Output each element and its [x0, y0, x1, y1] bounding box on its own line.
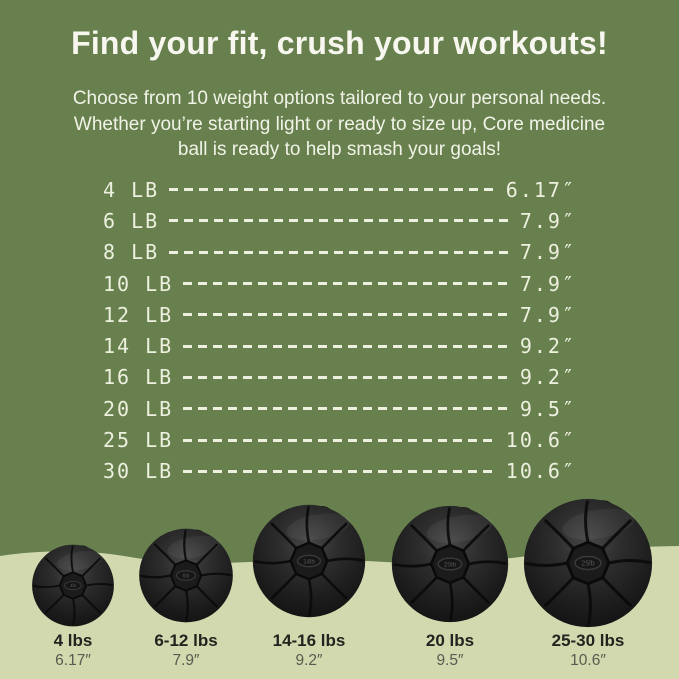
size-value: 7.9″ [519, 302, 576, 327]
dash-line [169, 219, 509, 223]
ball-tag-label: 25lb [581, 560, 595, 568]
size-row: 20 LB 9.5″ [103, 393, 576, 424]
dash-line [169, 250, 509, 254]
size-row: 16 LB 9.2″ [103, 362, 576, 393]
size-value: 7.9″ [519, 240, 576, 265]
weight-label: 16 LB [103, 365, 174, 390]
ball-caption: 6-12 lbs 7.9″ [111, 630, 261, 671]
size-value: 10.6″ [505, 459, 576, 484]
ball-weight-label: 14-16 lbs [272, 631, 346, 650]
medicine-ball-illustration: 14lb [252, 504, 366, 618]
subtitle-line: Choose from 10 weight options tailored t… [72, 88, 607, 109]
dash-line [183, 344, 509, 348]
size-row: 8 LB 7.9″ [103, 237, 576, 268]
weight-label: 20 LB [103, 396, 174, 421]
ball-figure-4lbs: 4lb 4 lbs 6.17″ [0, 498, 148, 679]
page-title: Find your fit, crush your workouts! [71, 25, 608, 61]
size-row: 4 LB 6.17″ [103, 174, 576, 205]
ball-tag-label: 6lb [183, 573, 190, 579]
dash-line [183, 282, 509, 286]
medicine-ball-illustration: 25lb [523, 498, 653, 628]
size-row: 30 LB 10.6″ [103, 456, 576, 487]
weight-label: 25 LB [103, 428, 174, 453]
dash-line [183, 469, 495, 473]
size-value: 7.9″ [519, 208, 576, 233]
weight-label: 6 LB [103, 208, 160, 233]
ball-figure-6-12lbs: 6lb 6-12 lbs 7.9″ [111, 498, 261, 679]
size-row: 6 LB 7.9″ [103, 205, 576, 236]
weight-label: 10 LB [103, 271, 174, 296]
size-row: 12 LB 7.9″ [103, 299, 576, 330]
ball-size-label: 9.2″ [295, 652, 323, 669]
medicine-ball-illustration: 6lb [138, 528, 234, 623]
subtitle-line: Whether you’re starting light or ready t… [73, 113, 606, 135]
subtitle-line: ball is ready to help smash your goals! [177, 139, 502, 160]
weight-label: 8 LB [103, 240, 160, 265]
weight-label: 14 LB [103, 334, 174, 359]
ball-caption: 25-30 lbs 10.6″ [513, 630, 663, 671]
weight-label: 4 LB [103, 177, 160, 202]
ball-size-label: 9.5″ [436, 652, 464, 669]
size-value: 9.2″ [519, 334, 576, 359]
size-row: 10 LB 7.9″ [103, 268, 576, 299]
size-row: 14 LB 9.2″ [103, 330, 576, 361]
medicine-ball-illustration: 20lb [391, 505, 509, 623]
ball-tag-label: 14lb [303, 558, 315, 565]
size-value: 7.9″ [519, 271, 576, 296]
ball-tag-label: 20lb [444, 561, 457, 568]
medicine-ball-illustration: 4lb [31, 544, 115, 627]
size-value: 9.5″ [519, 396, 576, 421]
ball-figure-25-30lbs: 25lb 25-30 lbs 10.6″ [513, 498, 663, 679]
size-row: 25 LB 10.6″ [103, 424, 576, 455]
size-value: 9.2″ [519, 365, 576, 390]
ball-caption: 14-16 lbs 9.2″ [234, 630, 384, 671]
ball-weight-label: 4 lbs [53, 631, 93, 650]
dash-line [183, 313, 509, 317]
size-value: 6.17″ [505, 177, 576, 202]
ball-weight-label: 25-30 lbs [551, 631, 625, 650]
dash-line [183, 375, 509, 379]
dash-line [169, 188, 495, 192]
ball-size-label: 6.17″ [55, 652, 91, 669]
weight-label: 12 LB [103, 302, 174, 327]
dash-line [183, 438, 495, 442]
ball-weight-label: 6-12 lbs [154, 631, 218, 650]
ball-tag-label: 4lb [70, 583, 77, 588]
ball-size-label: 7.9″ [172, 652, 200, 669]
dash-line [183, 407, 509, 411]
ball-weight-label: 20 lbs [425, 631, 475, 650]
ball-figure-14-16lbs: 14lb 14-16 lbs 9.2″ [234, 498, 384, 679]
ball-figure-20lbs: 20lb 20 lbs 9.5″ [375, 498, 525, 679]
ball-caption: 4 lbs 6.17″ [0, 630, 148, 671]
weight-label: 30 LB [103, 459, 174, 484]
ball-size-label: 10.6″ [570, 652, 606, 669]
weight-size-table: 4 LB 6.17″ 6 LB 7.9″ 8 LB 7.9″ 10 LB 7.9… [103, 174, 576, 487]
ball-caption: 20 lbs 9.5″ [375, 630, 525, 671]
size-value: 10.6″ [505, 428, 576, 453]
subtitle: Choose from 10 weight options tailored t… [39, 86, 640, 163]
